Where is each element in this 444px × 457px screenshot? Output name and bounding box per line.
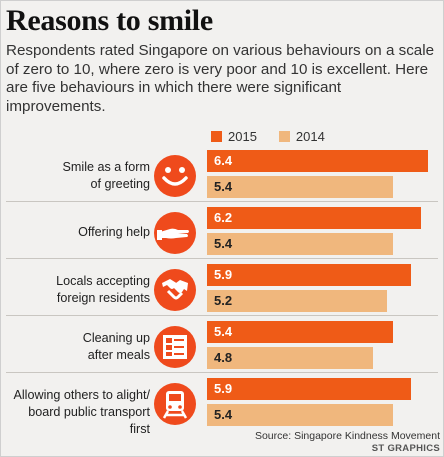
bar-2015 <box>207 264 411 286</box>
row-divider <box>6 315 438 316</box>
helping-hand-icon <box>154 212 196 254</box>
category-label-line: foreign residents <box>56 291 150 305</box>
data-label-2014: 5.2 <box>214 293 233 308</box>
category-label: Locals accepting foreign residents <box>6 273 150 307</box>
row-divider <box>6 258 438 259</box>
data-label-2014: 4.8 <box>214 350 233 365</box>
row-divider <box>6 201 438 202</box>
legend-label-2014: 2014 <box>295 128 325 144</box>
category-label-line: Offering help <box>78 225 150 239</box>
bar-2015 <box>207 207 421 229</box>
category-label-line: after meals <box>87 348 150 362</box>
data-label-2015: 6.2 <box>214 210 233 225</box>
legend-item-2014: 2014 <box>278 128 325 144</box>
category-label-line: Allowing others to alight/ <box>13 388 150 402</box>
chart-title: Reasons to smile <box>6 4 213 37</box>
category-label-line: board public transport first <box>28 405 150 436</box>
smiley-icon <box>154 155 196 197</box>
category-label: Offering help <box>6 224 150 241</box>
data-label-2014: 5.4 <box>214 407 233 422</box>
legend-item-2015: 2015 <box>211 129 257 144</box>
source-note: Source: Singapore Kindness Movement <box>254 430 440 442</box>
category-label: Allowing others to alight/board public t… <box>6 387 150 438</box>
data-label-2015: 5.9 <box>214 381 233 396</box>
row-divider <box>6 372 438 373</box>
category-label: Cleaning up after meals <box>6 330 150 364</box>
data-label-2014: 5.4 <box>214 236 233 251</box>
bar-2015 <box>207 150 428 172</box>
bar-2014 <box>207 233 393 255</box>
category-label-line: Locals accepting <box>56 274 150 288</box>
category-label-line: of greeting <box>90 177 150 191</box>
handshake-icon <box>154 269 196 311</box>
legend: 2015 2014 <box>211 128 347 144</box>
bar-2014 <box>207 290 387 312</box>
chart-subtitle: Respondents rated Singapore on various b… <box>6 42 435 115</box>
bar-2014 <box>207 176 393 198</box>
tray-icon <box>154 326 196 368</box>
legend-swatch-2014 <box>278 130 290 142</box>
bar-2015 <box>207 378 411 400</box>
category-label-line: Cleaning up <box>82 331 150 345</box>
bar-2014 <box>207 347 373 369</box>
data-label-2015: 5.9 <box>214 267 233 282</box>
legend-swatch-2015 <box>211 130 222 142</box>
data-label-2015: 5.4 <box>214 324 233 339</box>
legend-label-2015: 2015 <box>228 128 257 144</box>
data-label-2014: 5.4 <box>214 179 233 194</box>
category-label: Smile as a form of greeting <box>6 159 150 193</box>
bar-2015 <box>207 321 393 343</box>
train-icon <box>154 383 196 425</box>
category-label-line: Smile as a form <box>62 160 150 174</box>
data-label-2015: 6.4 <box>214 153 233 168</box>
bar-2014 <box>207 404 393 426</box>
graphics-credit: ST GRAPHICS <box>371 443 440 454</box>
